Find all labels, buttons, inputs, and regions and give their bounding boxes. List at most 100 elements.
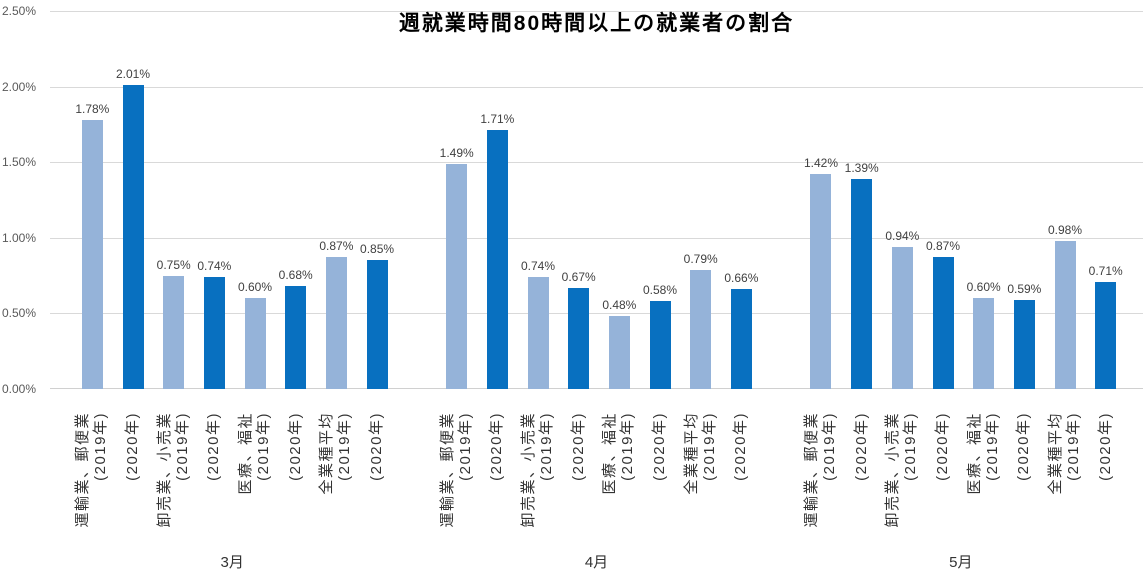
series-year-label: (2019年) <box>538 412 555 481</box>
bar <box>1013 299 1035 389</box>
bar <box>366 260 388 389</box>
x-axis-line <box>50 388 1143 389</box>
x-tick-label: (2020年) <box>1015 412 1033 481</box>
x-tick-slot: (2020年) <box>1085 400 1126 548</box>
x-tick-slot: 卸売業、小売業 (2019年) <box>882 400 923 548</box>
bar-slot: 0.68% <box>275 11 316 389</box>
x-tick-slot: 運輸業、郵便業 (2019年) <box>72 400 113 548</box>
x-tick-label: (2020年) <box>934 412 952 481</box>
series-year-label: (2020年) <box>286 412 304 481</box>
gridline <box>50 237 1143 239</box>
value-label: 0.67% <box>561 269 596 284</box>
x-tick-slot: (2020年) <box>721 400 762 548</box>
series-year-label: (2019年) <box>619 412 637 481</box>
x-tick-label: (2020年) <box>853 412 871 481</box>
x-tick-label: 卸売業、小売業 (2019年) <box>884 412 920 528</box>
bar-slot: 1.71% <box>477 11 518 389</box>
x-tick-slot: (2020年) <box>357 400 398 548</box>
x-tick-slot: 卸売業、小売業 (2019年) <box>153 400 194 548</box>
month-label: 4月 <box>584 554 609 571</box>
value-label: 1.78% <box>75 101 110 116</box>
series-year-label: (2019年) <box>255 412 273 481</box>
bar-slot: 0.74% <box>194 11 235 389</box>
gridline <box>50 313 1143 315</box>
y-axis-tick-label: 0.00% <box>2 382 37 396</box>
y-axis-tick-label: 1.00% <box>2 230 37 245</box>
gridline <box>50 162 1143 164</box>
bar-slot: 0.48% <box>599 11 640 389</box>
bar <box>690 269 712 389</box>
value-label: 0.74% <box>520 259 556 274</box>
x-tick-label: 運輸業、郵便業 (2019年) <box>803 412 839 528</box>
value-label: 0.48% <box>602 298 637 313</box>
chart-title: 週就業時間80時間以上の就業者の割合 <box>398 12 795 35</box>
bar <box>973 298 995 389</box>
series-year-label: (2020年) <box>205 412 223 481</box>
x-tick-label: (2020年) <box>124 412 142 481</box>
series-year-label: (2020年) <box>852 412 870 481</box>
series-year-label: (2019年) <box>92 412 110 481</box>
gridline <box>50 11 1143 12</box>
value-label: 0.98% <box>1048 222 1083 237</box>
x-tick-label: (2020年) <box>488 412 506 481</box>
x-tick-slot: (2020年) <box>923 400 964 548</box>
y-axis-tick-label: 1.50% <box>2 155 37 170</box>
x-tick-slot: 全業種平均 (2019年) <box>680 400 721 548</box>
y-axis-tick-label: 2.50% <box>2 4 37 18</box>
category-name: 卸売業、小売業 <box>520 412 537 528</box>
month-label: 5月 <box>949 554 973 571</box>
series-year-label: (2019年) <box>983 412 1001 481</box>
category-name: 運輸業、郵便業 <box>74 412 92 528</box>
x-label-group: 運輸業、郵便業 (2019年) (2020年) 卸売業、小売業 (2019年) (2020… <box>414 400 778 548</box>
bar-slot: 0.85% <box>357 11 398 389</box>
x-tick-slot: 全業種平均 (2019年) <box>1045 400 1086 548</box>
value-label: 0.66% <box>724 271 759 286</box>
x-tick-slot: 医療、福祉 (2019年) <box>963 400 1004 548</box>
x-tick-label: (2020年) <box>1097 412 1115 481</box>
category-name: 運輸業、郵便業 <box>438 412 456 528</box>
x-tick-label: (2020年) <box>287 412 305 481</box>
bar-slot: 0.60% <box>963 11 1004 389</box>
x-tick-slot: (2020年) <box>640 400 681 548</box>
series-year-label: (2020年) <box>368 412 386 481</box>
bar <box>81 119 103 389</box>
series-year-label: (2020年) <box>488 412 506 481</box>
bar <box>932 257 954 389</box>
x-tick-slot: (2020年) <box>275 400 316 548</box>
bar-slot: 0.71% <box>1085 11 1126 389</box>
series-year-label: (2019年) <box>456 412 474 481</box>
category-name: 全業種平均 <box>1047 412 1065 495</box>
series-year-label: (2020年) <box>1096 412 1114 481</box>
series-year-label: (2020年) <box>651 412 669 481</box>
value-label: 0.60% <box>238 280 273 295</box>
bar-slot: 0.94% <box>882 11 923 389</box>
bar <box>446 163 468 389</box>
value-label: 1.39% <box>844 160 879 175</box>
series-year-label: (2019年) <box>700 412 718 481</box>
bar-slot: 0.59% <box>1004 11 1045 389</box>
value-label: 0.94% <box>885 228 920 243</box>
bar-slot: 0.66% <box>721 11 762 389</box>
x-tick-label: 運輸業、郵便業 (2019年) <box>439 412 475 528</box>
bar <box>163 275 185 389</box>
bar-group: 1.78% 2.01% 0.75% 0.74% 0.60% 0.68% 0.87% 0.85% <box>50 11 414 389</box>
bar-slot: 0.79% <box>680 11 721 389</box>
value-label: 0.59% <box>1007 281 1042 296</box>
x-tick-label: 医療、福祉 (2019年) <box>601 412 637 495</box>
x-tick-label: (2020年) <box>205 412 223 481</box>
series-year-label: (2020年) <box>1015 412 1033 481</box>
value-label: 0.87% <box>319 239 354 254</box>
y-axis-tick-label: 2.00% <box>2 79 37 94</box>
bar <box>527 277 549 389</box>
value-label: 0.79% <box>683 251 718 266</box>
bar <box>891 246 913 389</box>
bar-slot: 2.01% <box>113 11 154 389</box>
y-axis-tick-label: 0.50% <box>2 306 37 321</box>
x-tick-label: 医療、福祉 (2019年) <box>966 412 1002 495</box>
series-year-label: (2019年) <box>902 412 920 481</box>
x-tick-label: (2020年) <box>732 412 750 481</box>
value-label: 1.42% <box>803 156 838 171</box>
x-tick-label: 医療、福祉 (2019年) <box>237 412 273 495</box>
bar <box>810 174 832 389</box>
